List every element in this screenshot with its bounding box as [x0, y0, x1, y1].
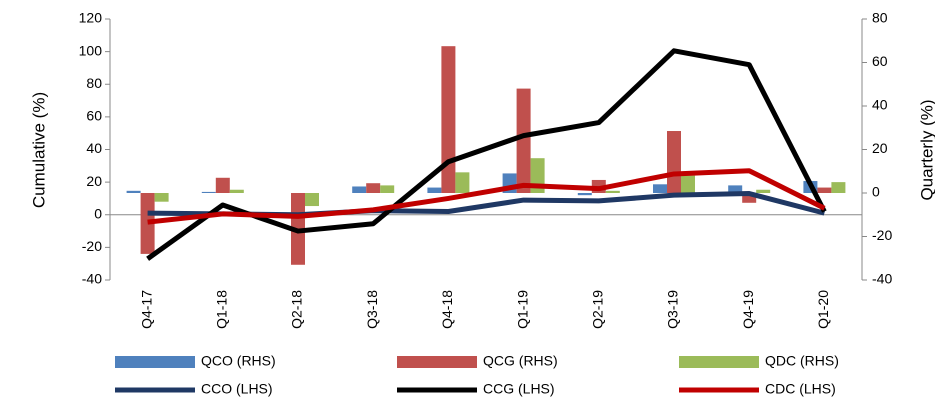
x-tick-label: Q1-19 — [514, 290, 530, 329]
x-tick-label: Q4-17 — [138, 290, 154, 329]
y-tick-label: 40 — [86, 140, 102, 156]
y-tick-label: 60 — [86, 108, 102, 124]
bar — [577, 193, 592, 196]
bar — [140, 193, 155, 254]
y-tick-label: 20 — [86, 173, 102, 189]
y-tick-label: -20 — [82, 238, 102, 254]
x-tick-label: Q2-18 — [289, 290, 305, 329]
bar — [817, 187, 832, 193]
bar — [667, 131, 681, 193]
y2-tick-label: 60 — [872, 53, 888, 69]
y-tick-label: -40 — [82, 271, 102, 287]
bar — [516, 88, 531, 193]
y-tick-label: 100 — [79, 42, 103, 58]
bar — [215, 177, 230, 193]
y-tick-label: 120 — [79, 10, 103, 26]
bar — [681, 175, 695, 193]
bar — [229, 189, 244, 193]
bar — [653, 184, 667, 193]
x-tick-label: Q4-18 — [439, 290, 455, 329]
legend-label: QCG (RHS) — [483, 353, 558, 369]
bar — [366, 183, 381, 193]
y-tick-label: 0 — [94, 205, 102, 221]
legend-label: QCO (RHS) — [201, 353, 276, 369]
legend-label: CCG (LHS) — [483, 381, 555, 397]
x-tick-label: Q4-19 — [740, 290, 756, 329]
bar — [831, 182, 846, 193]
bar — [201, 191, 216, 193]
bar — [154, 193, 169, 202]
bar — [380, 185, 395, 193]
bar — [441, 46, 456, 193]
legend-swatch — [397, 356, 477, 368]
legend-label: CCO (LHS) — [201, 381, 273, 397]
y2-tick-label: 40 — [872, 97, 888, 113]
y2-tick-label: 20 — [872, 140, 888, 156]
bar — [455, 172, 470, 193]
bar — [427, 187, 442, 193]
legend-swatch — [115, 356, 195, 368]
y-axis-title: Cumulative (%) — [29, 92, 48, 208]
line — [146, 48, 827, 261]
line — [147, 168, 826, 225]
legend-swatch — [679, 356, 759, 368]
bar — [605, 190, 620, 193]
x-tick-label: Q2-19 — [590, 290, 606, 329]
x-tick-label: Q1-20 — [815, 290, 831, 329]
legend-label: QDC (RHS) — [765, 353, 839, 369]
legend-label: CDC (LHS) — [765, 381, 836, 397]
x-tick-label: Q1-18 — [214, 290, 230, 329]
y2-tick-label: -20 — [872, 227, 892, 243]
y2-tick-label: -40 — [872, 271, 892, 287]
x-tick-label: Q3-18 — [364, 290, 380, 329]
bar — [305, 193, 319, 207]
x-tick-label: Q3-19 — [665, 290, 681, 329]
bar — [126, 190, 141, 193]
bar — [728, 185, 743, 193]
y2-tick-label: 0 — [872, 184, 880, 200]
bar — [742, 193, 757, 203]
y-tick-label: 80 — [86, 75, 102, 91]
bar — [756, 189, 771, 193]
y2-tick-label: 80 — [872, 10, 888, 26]
bar — [352, 186, 367, 193]
y2-axis-title: Quarterly (%) — [917, 99, 935, 200]
